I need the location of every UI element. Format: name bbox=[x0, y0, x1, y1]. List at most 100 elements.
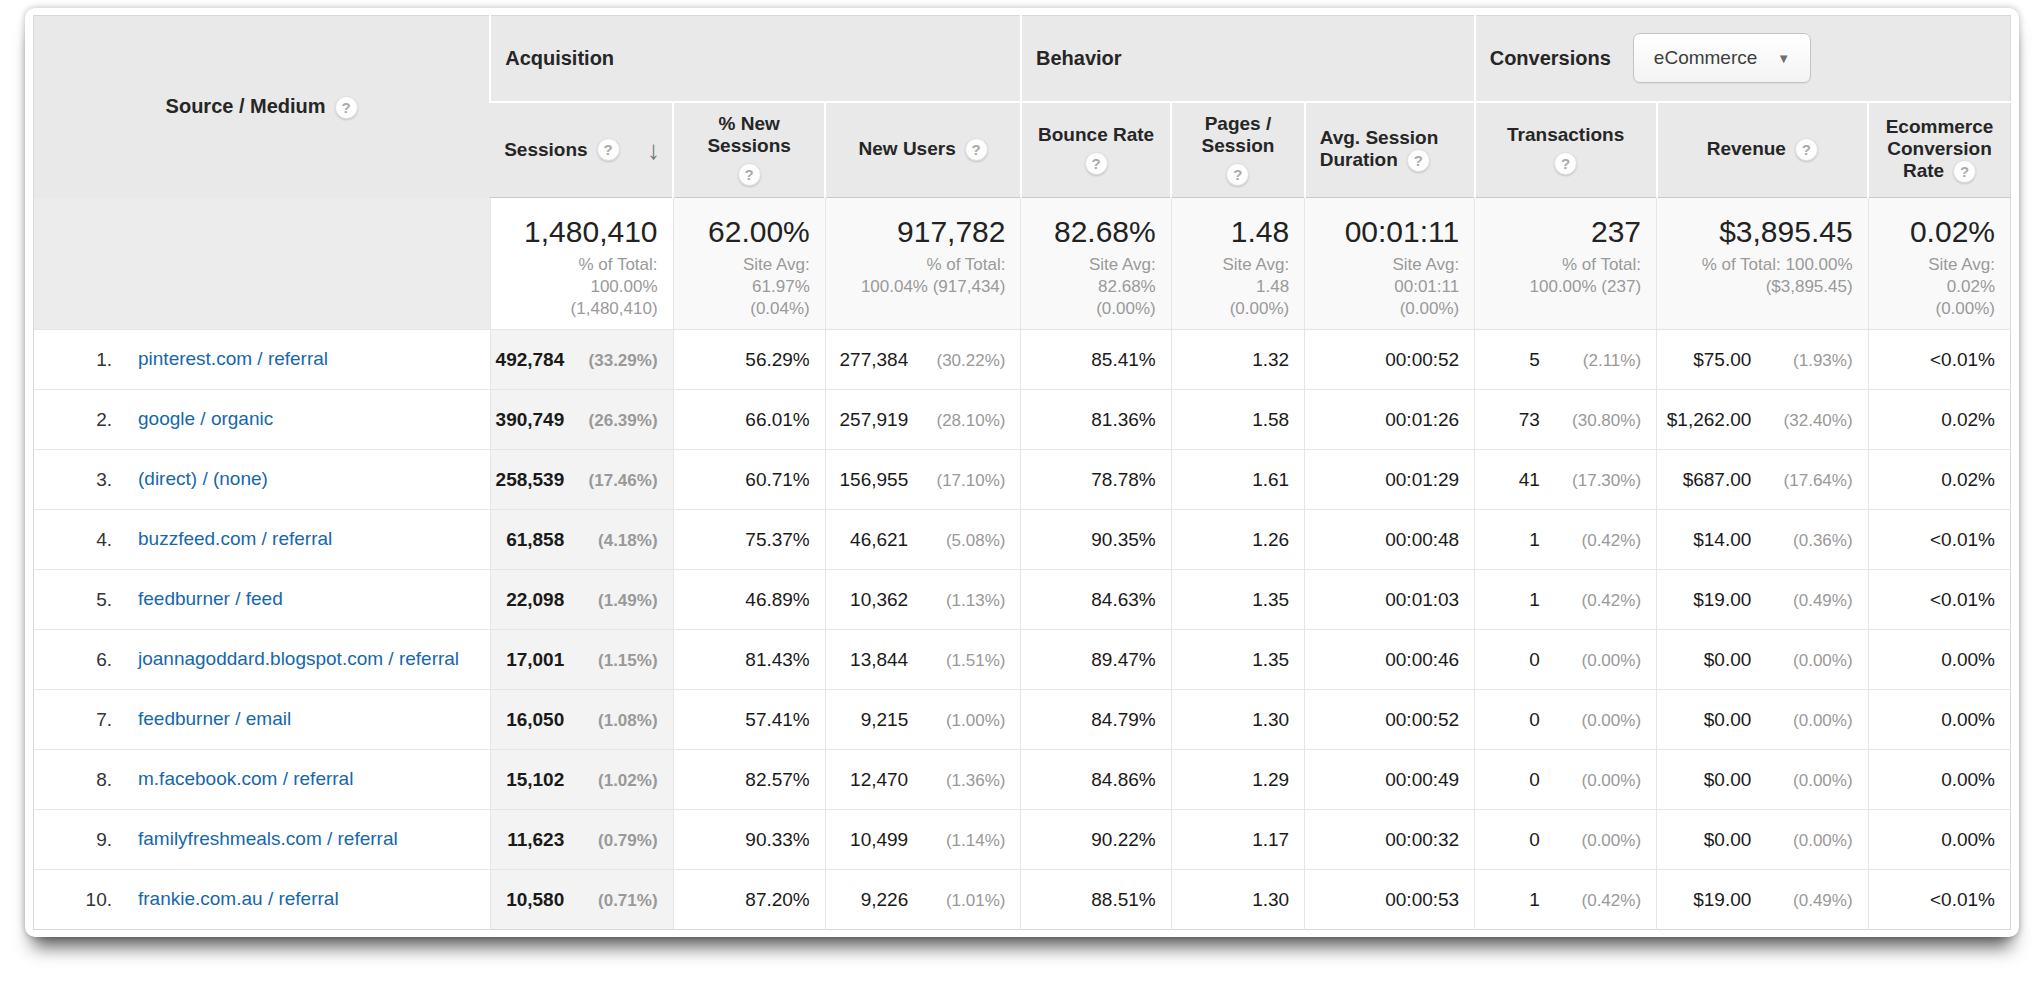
source-medium-cell: 9. familyfreshmeals.com / referral bbox=[34, 810, 491, 870]
column-header-pct-new-sessions[interactable]: % New Sessions ? bbox=[673, 102, 825, 198]
help-icon[interactable]: ? bbox=[1407, 149, 1430, 172]
bounce-rate-cell: 84.79% bbox=[1021, 690, 1171, 750]
source-medium-link[interactable]: (direct) / (none) bbox=[138, 467, 268, 492]
revenue-header-label: Revenue bbox=[1707, 138, 1786, 159]
new-users-cell: 10,499 (1.14%) bbox=[825, 810, 1021, 870]
revenue-cell: $0.00 (0.00%) bbox=[1657, 690, 1869, 750]
column-header-transactions[interactable]: Transactions ? bbox=[1475, 102, 1657, 198]
transactions-cell: 5 (2.11%) bbox=[1475, 330, 1657, 390]
screenshot-frame: Source / Medium? Acquisition Behavior Co… bbox=[25, 8, 2019, 937]
sort-descending-icon[interactable]: ↓ bbox=[647, 137, 660, 163]
transactions-cell: 1 (0.42%) bbox=[1475, 510, 1657, 570]
help-icon[interactable]: ? bbox=[738, 163, 761, 186]
help-icon[interactable]: ? bbox=[1554, 152, 1577, 175]
summary-revenue-subtext: % of Total: 100.00% ($3,895.45) bbox=[1657, 254, 1853, 298]
bounce-rate-cell: 78.78% bbox=[1021, 450, 1171, 510]
column-header-ecommerce-conversion-rate[interactable]: Ecommerce Conversion Rate? bbox=[1868, 102, 2010, 198]
source-medium-link[interactable]: m.facebook.com / referral bbox=[138, 767, 353, 792]
summary-sessions-value: 1,480,410 bbox=[491, 215, 658, 250]
new-users-cell: 46,621 (5.08%) bbox=[825, 510, 1021, 570]
new-users-header-label: New Users bbox=[859, 138, 956, 159]
help-icon[interactable]: ? bbox=[1226, 163, 1249, 186]
revenue-cell: $14.00 (0.36%) bbox=[1657, 510, 1869, 570]
revenue-cell: $75.00 (1.93%) bbox=[1657, 330, 1869, 390]
sessions-cell: 10,580 (0.71%) bbox=[490, 870, 673, 930]
column-header-source-medium[interactable]: Source / Medium? bbox=[34, 16, 491, 198]
source-medium-cell: 3. (direct) / (none) bbox=[34, 450, 491, 510]
column-header-revenue[interactable]: Revenue? bbox=[1657, 102, 1869, 198]
column-header-pages-session[interactable]: Pages / Session ? bbox=[1171, 102, 1304, 198]
pct-new-sessions-cell: 66.01% bbox=[673, 390, 825, 450]
ecommerce-conversion-rate-cell: <0.01% bbox=[1868, 330, 2010, 390]
help-icon[interactable]: ? bbox=[965, 138, 988, 161]
avg-session-duration-cell: 00:00:32 bbox=[1305, 810, 1475, 870]
source-medium-cell: 2. google / organic bbox=[34, 390, 491, 450]
table-row: 10. frankie.com.au / referral 10,580 (0.… bbox=[34, 870, 2011, 930]
ecommerce-conversion-rate-cell: 0.02% bbox=[1868, 390, 2010, 450]
ecommerce-conversion-rate-cell: 0.00% bbox=[1868, 810, 2010, 870]
row-rank: 1. bbox=[60, 349, 112, 371]
bounce-rate-header-label: Bounce Rate bbox=[1022, 124, 1170, 146]
source-medium-link[interactable]: feedburner / email bbox=[138, 707, 291, 732]
help-icon[interactable]: ? bbox=[1085, 152, 1108, 175]
help-icon[interactable]: ? bbox=[335, 96, 358, 119]
ecommerce-conversion-rate-cell: <0.01% bbox=[1868, 510, 2010, 570]
column-header-sessions[interactable]: Sessions? ↓ bbox=[490, 102, 673, 198]
pages-session-cell: 1.30 bbox=[1171, 870, 1304, 930]
bounce-rate-cell: 90.22% bbox=[1021, 810, 1171, 870]
summary-pct-new-sessions: 62.00% Site Avg: 61.97% (0.04%) bbox=[673, 198, 825, 330]
table-row: 6. joannagoddard.blogspot.com / referral… bbox=[34, 630, 2011, 690]
ecommerce-conversion-rate-cell: <0.01% bbox=[1868, 870, 2010, 930]
summary-pct-new-sessions-subtext: Site Avg: 61.97% (0.04%) bbox=[674, 254, 810, 320]
summary-avg-session-duration-value: 00:01:11 bbox=[1305, 215, 1459, 250]
summary-avg-session-duration-subtext: Site Avg: 00:01:11 (0.00%) bbox=[1305, 254, 1459, 320]
transactions-cell: 0 (0.00%) bbox=[1475, 690, 1657, 750]
transactions-cell: 1 (0.42%) bbox=[1475, 870, 1657, 930]
transactions-cell: 0 (0.00%) bbox=[1475, 630, 1657, 690]
help-icon[interactable]: ? bbox=[597, 138, 620, 161]
new-users-cell: 10,362 (1.13%) bbox=[825, 570, 1021, 630]
summary-row: 1,480,410 % of Total: 100.00% (1,480,410… bbox=[34, 198, 2011, 330]
summary-new-users-subtext: % of Total: 100.04% (917,434) bbox=[826, 254, 1006, 298]
source-medium-cell: 6. joannagoddard.blogspot.com / referral bbox=[34, 630, 491, 690]
table-row: 4. buzzfeed.com / referral 61,858 (4.18%… bbox=[34, 510, 2011, 570]
new-users-cell: 257,919 (28.10%) bbox=[825, 390, 1021, 450]
conversions-goal-dropdown[interactable]: eCommerce ▼ bbox=[1633, 33, 1811, 83]
pages-session-cell: 1.58 bbox=[1171, 390, 1304, 450]
summary-ecommerce-conversion-rate-value: 0.02% bbox=[1869, 215, 1995, 250]
ecommerce-conversion-rate-cell: <0.01% bbox=[1868, 570, 2010, 630]
bounce-rate-cell: 84.63% bbox=[1021, 570, 1171, 630]
row-rank: 5. bbox=[60, 589, 112, 611]
help-icon[interactable]: ? bbox=[1795, 138, 1818, 161]
avg-session-duration-cell: 00:00:52 bbox=[1305, 690, 1475, 750]
column-header-avg-session-duration[interactable]: Avg. Session Duration? bbox=[1305, 102, 1475, 198]
table-row: 1. pinterest.com / referral 492,784 (33.… bbox=[34, 330, 2011, 390]
column-header-new-users[interactable]: New Users? bbox=[825, 102, 1021, 198]
source-medium-link[interactable]: familyfreshmeals.com / referral bbox=[138, 827, 398, 852]
column-header-bounce-rate[interactable]: Bounce Rate ? bbox=[1021, 102, 1171, 198]
revenue-cell: $19.00 (0.49%) bbox=[1657, 570, 1869, 630]
revenue-cell: $19.00 (0.49%) bbox=[1657, 870, 1869, 930]
summary-ecommerce-conversion-rate: 0.02% Site Avg: 0.02% (0.00%) bbox=[1868, 198, 2010, 330]
help-icon[interactable]: ? bbox=[1953, 160, 1976, 183]
summary-bounce-rate-subtext: Site Avg: 82.68% (0.00%) bbox=[1021, 254, 1155, 320]
source-medium-link[interactable]: buzzfeed.com / referral bbox=[138, 527, 332, 552]
row-rank: 2. bbox=[60, 409, 112, 431]
source-medium-link[interactable]: feedburner / feed bbox=[138, 587, 283, 612]
source-medium-label: Source / Medium bbox=[166, 95, 326, 117]
sessions-cell: 16,050 (1.08%) bbox=[490, 690, 673, 750]
ecommerce-conversion-rate-cell: 0.00% bbox=[1868, 690, 2010, 750]
pct-new-sessions-cell: 81.43% bbox=[673, 630, 825, 690]
summary-bounce-rate: 82.68% Site Avg: 82.68% (0.00%) bbox=[1021, 198, 1171, 330]
pages-session-cell: 1.17 bbox=[1171, 810, 1304, 870]
summary-transactions: 237 % of Total: 100.00% (237) bbox=[1475, 198, 1657, 330]
pages-session-cell: 1.30 bbox=[1171, 690, 1304, 750]
source-medium-link[interactable]: joannagoddard.blogspot.com / referral bbox=[138, 647, 459, 672]
source-medium-link[interactable]: pinterest.com / referral bbox=[138, 347, 328, 372]
source-medium-link[interactable]: frankie.com.au / referral bbox=[138, 887, 339, 912]
pct-new-sessions-cell: 82.57% bbox=[673, 750, 825, 810]
table-row: 8. m.facebook.com / referral 15,102 (1.0… bbox=[34, 750, 2011, 810]
source-medium-link[interactable]: google / organic bbox=[138, 407, 273, 432]
row-rank: 10. bbox=[60, 889, 112, 911]
summary-bounce-rate-value: 82.68% bbox=[1021, 215, 1155, 250]
